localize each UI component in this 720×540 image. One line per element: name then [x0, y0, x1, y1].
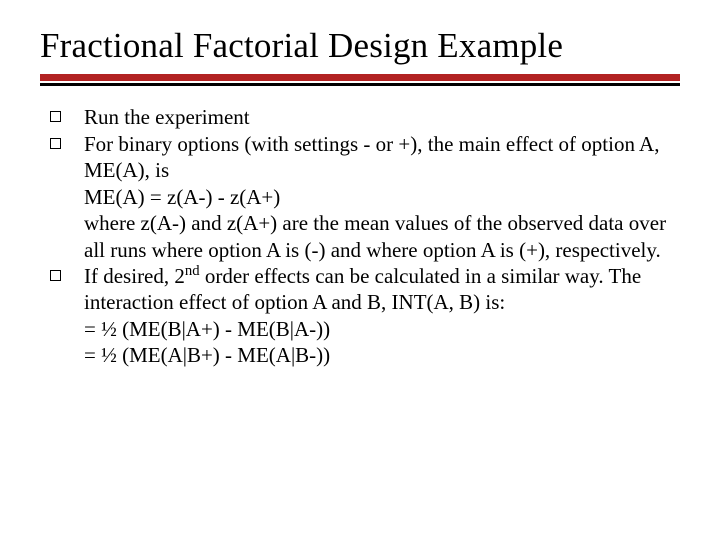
list-item: For binary options (with settings - or +…	[48, 131, 680, 263]
bullet-text: Run the experiment	[84, 105, 250, 129]
rule-thin	[40, 83, 680, 86]
list-item: If desired, 2nd order effects can be cal…	[48, 263, 680, 369]
list-item: Run the experiment	[48, 104, 680, 130]
bullet-text-pre: If desired, 2	[84, 264, 185, 288]
bullet-text: For binary options (with settings - or +…	[84, 132, 666, 262]
rule-thick	[40, 74, 680, 81]
superscript: nd	[185, 263, 200, 279]
slide: Fractional Factorial Design Example Run …	[0, 0, 720, 540]
bullet-list: Run the experiment For binary options (w…	[40, 104, 680, 369]
slide-title: Fractional Factorial Design Example	[40, 26, 680, 66]
title-rule	[40, 74, 680, 86]
